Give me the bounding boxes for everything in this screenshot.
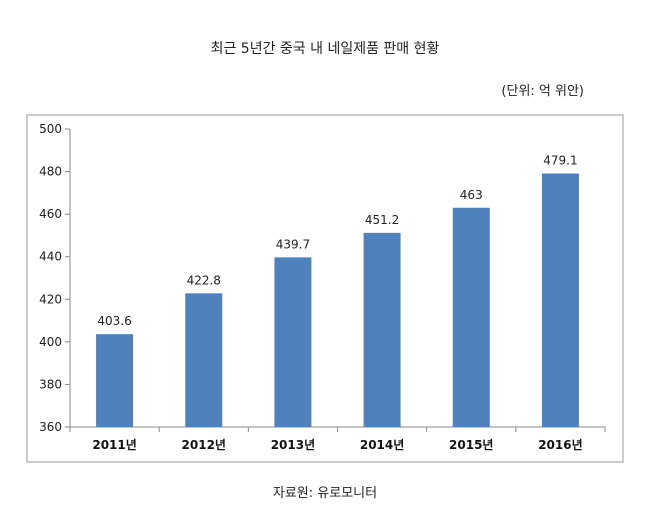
bars-group xyxy=(96,173,579,427)
x-category-label: 2011년 xyxy=(92,438,136,452)
y-axis-ticks: 360 380 400 420 440 460 480 500 xyxy=(39,122,70,434)
x-category-label: 2013년 xyxy=(271,438,315,452)
y-tick-label: 400 xyxy=(39,335,62,349)
y-tick-label: 360 xyxy=(39,420,62,434)
x-axis-categories: 2011년 2012년 2013년 2014년 2015년 2016년 xyxy=(69,427,606,452)
data-label: 451.2 xyxy=(365,213,399,227)
data-label: 463 xyxy=(460,188,483,202)
y-tick-label: 460 xyxy=(39,207,62,221)
source-label: 자료원: 유로모니터 xyxy=(272,486,378,501)
chart-title: 최근 5년간 중국 내 네일제품 판매 현황 xyxy=(210,41,440,57)
data-label: 403.6 xyxy=(97,314,131,328)
data-label: 439.7 xyxy=(276,237,310,251)
bar-2015년 xyxy=(452,207,490,427)
bar-2016년 xyxy=(541,173,579,427)
bar-2014년 xyxy=(363,232,401,427)
bar-2013년 xyxy=(274,257,312,427)
x-category-label: 2016년 xyxy=(538,438,582,452)
x-category-label: 2012년 xyxy=(182,438,226,452)
data-labels-group: 403.6 422.8 439.7 451.2 463 479.1 xyxy=(97,153,577,328)
data-label: 479.1 xyxy=(543,153,577,167)
unit-label: (단위: 억 위안) xyxy=(501,84,584,99)
data-label: 422.8 xyxy=(187,273,221,287)
x-category-label: 2015년 xyxy=(449,438,493,452)
y-tick-label: 500 xyxy=(39,122,62,136)
x-category-label: 2014년 xyxy=(360,438,404,452)
bar-2011년 xyxy=(96,334,134,427)
y-tick-label: 440 xyxy=(39,250,62,264)
y-tick-label: 420 xyxy=(39,292,62,306)
bar-chart: 360 380 400 420 440 460 480 500 403.6 422.8 439.7… xyxy=(26,114,624,463)
bar-2012년 xyxy=(185,293,223,427)
y-tick-label: 480 xyxy=(39,165,62,179)
y-tick-label: 380 xyxy=(39,377,62,391)
